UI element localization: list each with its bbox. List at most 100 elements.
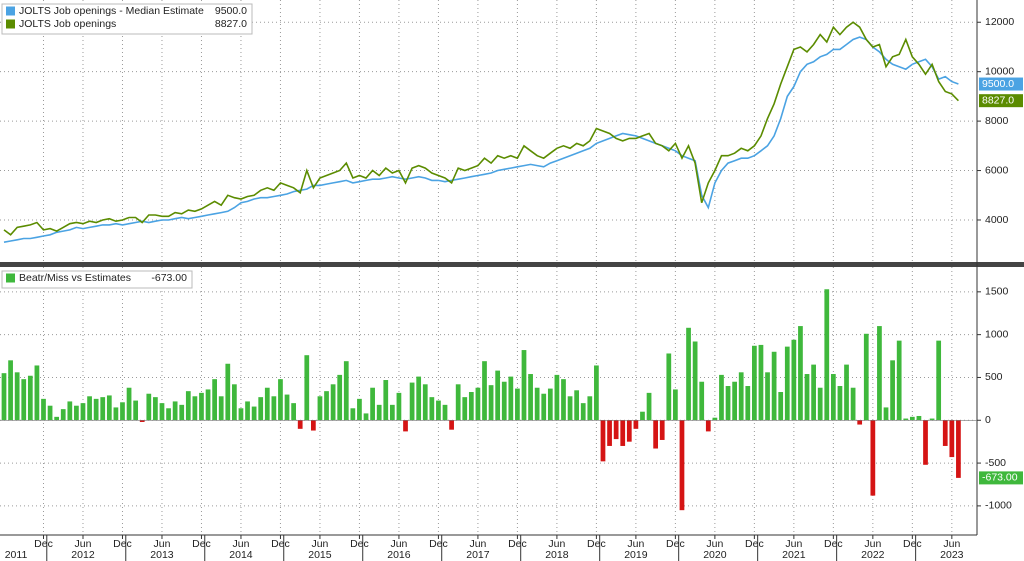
- bar: [712, 417, 718, 421]
- last-value-tag: [979, 471, 1023, 485]
- bar: [890, 360, 895, 421]
- bar: [442, 404, 448, 421]
- bar: [916, 415, 922, 421]
- legend-box: [1, 3, 253, 35]
- bar: [863, 333, 869, 421]
- bar: [47, 405, 53, 421]
- bar: [679, 420, 685, 511]
- bar: [844, 364, 849, 421]
- x-year-label: 2020: [703, 549, 727, 561]
- x-tick-label: Dec: [903, 538, 922, 550]
- bar: [291, 403, 296, 421]
- bar: [8, 360, 13, 421]
- bar: [692, 341, 698, 421]
- bar: [554, 374, 560, 421]
- bar: [389, 404, 395, 421]
- bar: [396, 392, 402, 421]
- bar: [528, 374, 533, 421]
- bar: [501, 381, 507, 421]
- x-tick-label: Jun: [232, 538, 249, 550]
- bar: [34, 365, 40, 421]
- legend-value: 9500.0: [215, 5, 247, 17]
- bar: [304, 355, 310, 421]
- bar: [482, 361, 487, 421]
- bar: [745, 386, 751, 421]
- bar: [67, 401, 73, 421]
- bar: [475, 387, 481, 421]
- bar: [192, 396, 198, 421]
- x-tick-label: Dec: [113, 538, 132, 550]
- bar: [357, 398, 362, 421]
- bar: [87, 396, 92, 421]
- bar: [337, 374, 343, 421]
- x-tick-label: Jun: [864, 538, 881, 550]
- x-year-label: 2019: [624, 549, 648, 561]
- bar: [205, 389, 211, 421]
- x-year-label: 2022: [861, 549, 885, 561]
- bar: [330, 384, 336, 421]
- bar: [416, 376, 422, 421]
- bar: [199, 392, 204, 421]
- bar: [376, 404, 382, 421]
- bar: [113, 407, 119, 421]
- bar: [633, 420, 639, 429]
- x-tick-label: Dec: [745, 538, 764, 550]
- bar: [232, 384, 237, 421]
- x-tick-label: Dec: [429, 538, 448, 550]
- x-tick-label: Jun: [548, 538, 565, 550]
- x-tick-label: Jun: [154, 538, 171, 550]
- bar: [541, 393, 547, 421]
- bar: [587, 396, 593, 421]
- bar: [673, 389, 678, 421]
- legend-label: JOLTS Job openings: [19, 18, 116, 30]
- x-year-label: 2018: [545, 549, 569, 561]
- bar: [659, 420, 665, 440]
- bar: [264, 387, 270, 421]
- legend-value: 8827.0: [215, 18, 247, 30]
- bar: [100, 397, 106, 421]
- bar: [561, 379, 566, 421]
- bar: [185, 391, 191, 421]
- bar: [508, 376, 514, 421]
- bar: [278, 379, 283, 421]
- bar: [705, 420, 711, 432]
- y-tick-label: 6000: [985, 164, 1009, 176]
- bar: [699, 381, 705, 421]
- bar: [607, 420, 612, 446]
- bar: [817, 387, 823, 421]
- x-tick-label: Dec: [271, 538, 290, 550]
- bar: [594, 365, 599, 421]
- legend-box: [1, 270, 193, 289]
- y-tick-label: -500: [985, 457, 1006, 469]
- bar: [811, 364, 816, 421]
- bar: [515, 388, 520, 421]
- bar: [804, 374, 810, 421]
- bar: [771, 351, 777, 421]
- bar: [21, 379, 27, 421]
- bar: [462, 397, 468, 421]
- bar: [798, 326, 803, 421]
- x-tick-label: Jun: [469, 538, 486, 550]
- bar: [646, 392, 652, 421]
- legend: Beatr/Miss vs Estimates -673.00: [1, 270, 193, 289]
- x-tick-label: Dec: [192, 538, 211, 550]
- bar: [495, 370, 501, 421]
- bar: [60, 409, 66, 421]
- bar: [106, 395, 112, 421]
- x-year-label: 2013: [150, 549, 174, 561]
- last-value-label: -673.00: [982, 472, 1018, 484]
- legend-swatch: [6, 6, 15, 16]
- bar: [146, 393, 152, 421]
- bar: [534, 387, 540, 421]
- legend-label: JOLTS Job openings - Median Estimate: [19, 5, 204, 17]
- bar: [218, 396, 224, 421]
- bar: [310, 420, 316, 431]
- x-year-label: 2017: [466, 549, 490, 561]
- bar: [14, 372, 20, 421]
- last-value-tag: [979, 94, 1023, 108]
- x-tick-label: Dec: [824, 538, 843, 550]
- bar: [666, 353, 672, 421]
- x-tick-label: Dec: [587, 538, 606, 550]
